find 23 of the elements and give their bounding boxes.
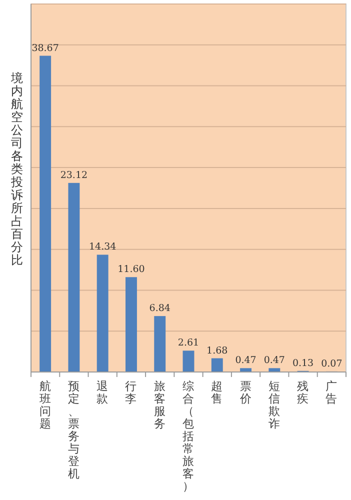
x-tick-label: 超售 bbox=[211, 379, 224, 406]
x-tick-label: 短信欺诈 bbox=[268, 379, 280, 430]
data-label: 0.13 bbox=[292, 358, 314, 369]
data-label: 38.67 bbox=[32, 42, 59, 54]
text: 境内航空公司各类投诉所占百分比 bbox=[11, 71, 23, 267]
data-label: 0.47 bbox=[235, 355, 256, 366]
category-label: 综合（包括常旅客） bbox=[182, 379, 194, 493]
x-tick-label: 行李 bbox=[125, 379, 138, 406]
x-tick-label: 退款 bbox=[96, 379, 109, 406]
data-label: 2.61 bbox=[178, 338, 200, 349]
data-label: 1.68 bbox=[206, 345, 228, 356]
x-tick-label: 残疾 bbox=[297, 379, 310, 406]
x-tick-label: 票价 bbox=[238, 379, 252, 406]
x-tick-label: 预定、票务与登机 bbox=[68, 379, 80, 480]
data-label: 23.12 bbox=[60, 170, 88, 181]
data-label: 0.07 bbox=[321, 358, 342, 370]
x-tick-label: 广告 bbox=[326, 379, 338, 406]
x-tick-label: 航班问题 bbox=[39, 379, 52, 430]
data-label: 6.84 bbox=[149, 303, 170, 314]
data-label: 0.47 bbox=[264, 355, 285, 366]
x-tick-label: 旅客服务 bbox=[154, 379, 166, 430]
data-label: 11.60 bbox=[118, 264, 145, 276]
data-label: 14.34 bbox=[88, 242, 116, 253]
